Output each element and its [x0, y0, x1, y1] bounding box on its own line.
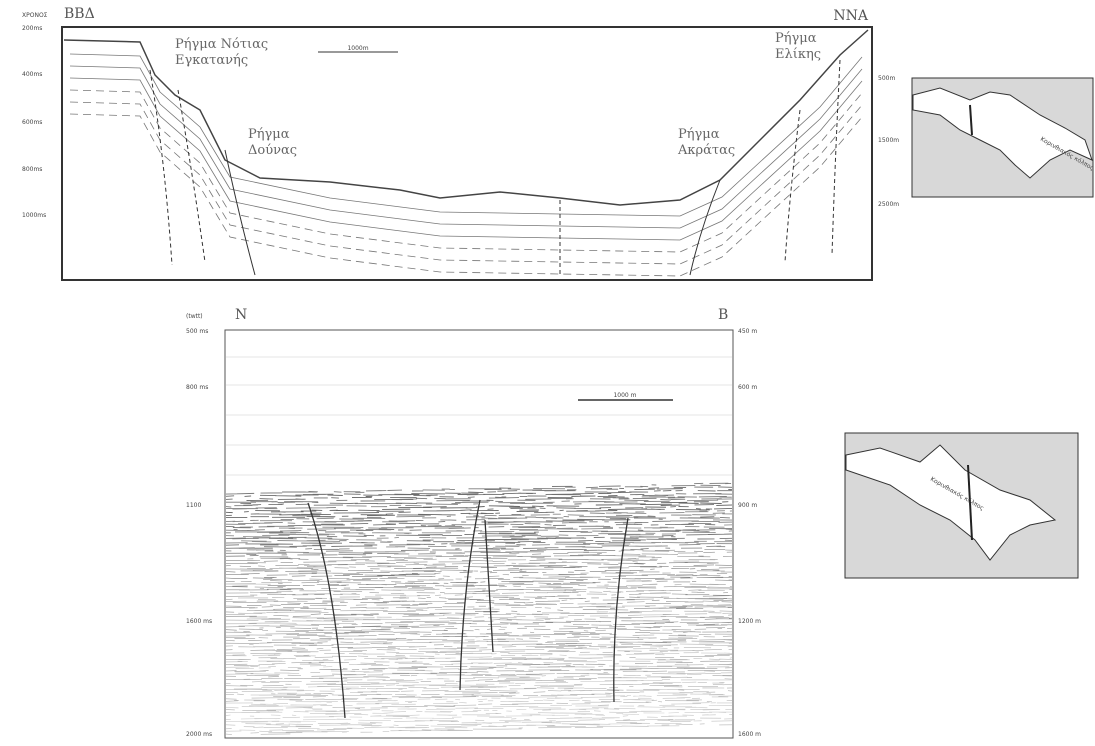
tick-label: 450 m — [738, 328, 757, 335]
tick-label: 2500m — [878, 201, 899, 208]
fault-label: Δούνας — [248, 143, 297, 158]
tick-label: 800ms — [22, 166, 42, 173]
tick-label: 200ms — [22, 25, 42, 32]
fault-label: Ακράτας — [677, 143, 735, 158]
tick-label: 2000 ms — [186, 731, 212, 738]
location-map: Κορινθιακός κόλπος — [912, 78, 1095, 197]
fault-label: Εγκατανής — [175, 53, 248, 68]
scale-label: 1000m — [347, 45, 368, 52]
tick-label: 600 m — [738, 384, 757, 391]
fault-label: Ρήγμα — [775, 31, 817, 46]
tick-label: 1600 ms — [186, 618, 212, 625]
tick-label: 600ms — [22, 119, 42, 126]
tick-label: 400ms — [22, 71, 42, 78]
scale-label: 1000 m — [613, 392, 636, 399]
tick-label: 900 m — [738, 502, 757, 509]
direction-label: ΝΝΑ — [833, 8, 869, 24]
bottom-profile: 1000 m (twtt) Ν Β 500 ms 800 ms 1100 160… — [186, 307, 761, 738]
direction-label: ΒΒΔ — [64, 6, 95, 22]
tick-label: 1500m — [878, 137, 899, 144]
top-profile: 1000m ΒΒΔ ΝΝΑ ΧΡΟΝΟΣ 200ms 400ms 600ms 8… — [22, 6, 899, 280]
tick-label: 1200 m — [738, 618, 761, 625]
tick-label: 1600 m — [738, 731, 761, 738]
tick-label: 500m — [878, 75, 895, 82]
axis-title: (twtt) — [186, 313, 203, 320]
tick-label: 1100 — [186, 502, 201, 509]
direction-label: Β — [718, 307, 728, 323]
tick-label: 800 ms — [186, 384, 208, 391]
tick-label: 500 ms — [186, 328, 208, 335]
axis-title: ΧΡΟΝΟΣ — [22, 12, 48, 19]
fault-label: Ρήγμα — [678, 127, 720, 142]
fault-label: Ρήγμα Νότιας — [175, 37, 268, 52]
fault-label: Ρήγμα — [248, 127, 290, 142]
figure: 1000m ΒΒΔ ΝΝΑ ΧΡΟΝΟΣ 200ms 400ms 600ms 8… — [0, 0, 1095, 742]
tick-label: 1000ms — [22, 212, 46, 219]
direction-label: Ν — [235, 307, 247, 323]
location-map: Κορινθιακός κόλπος — [845, 433, 1078, 578]
fault-label: Ελίκης — [775, 47, 821, 62]
